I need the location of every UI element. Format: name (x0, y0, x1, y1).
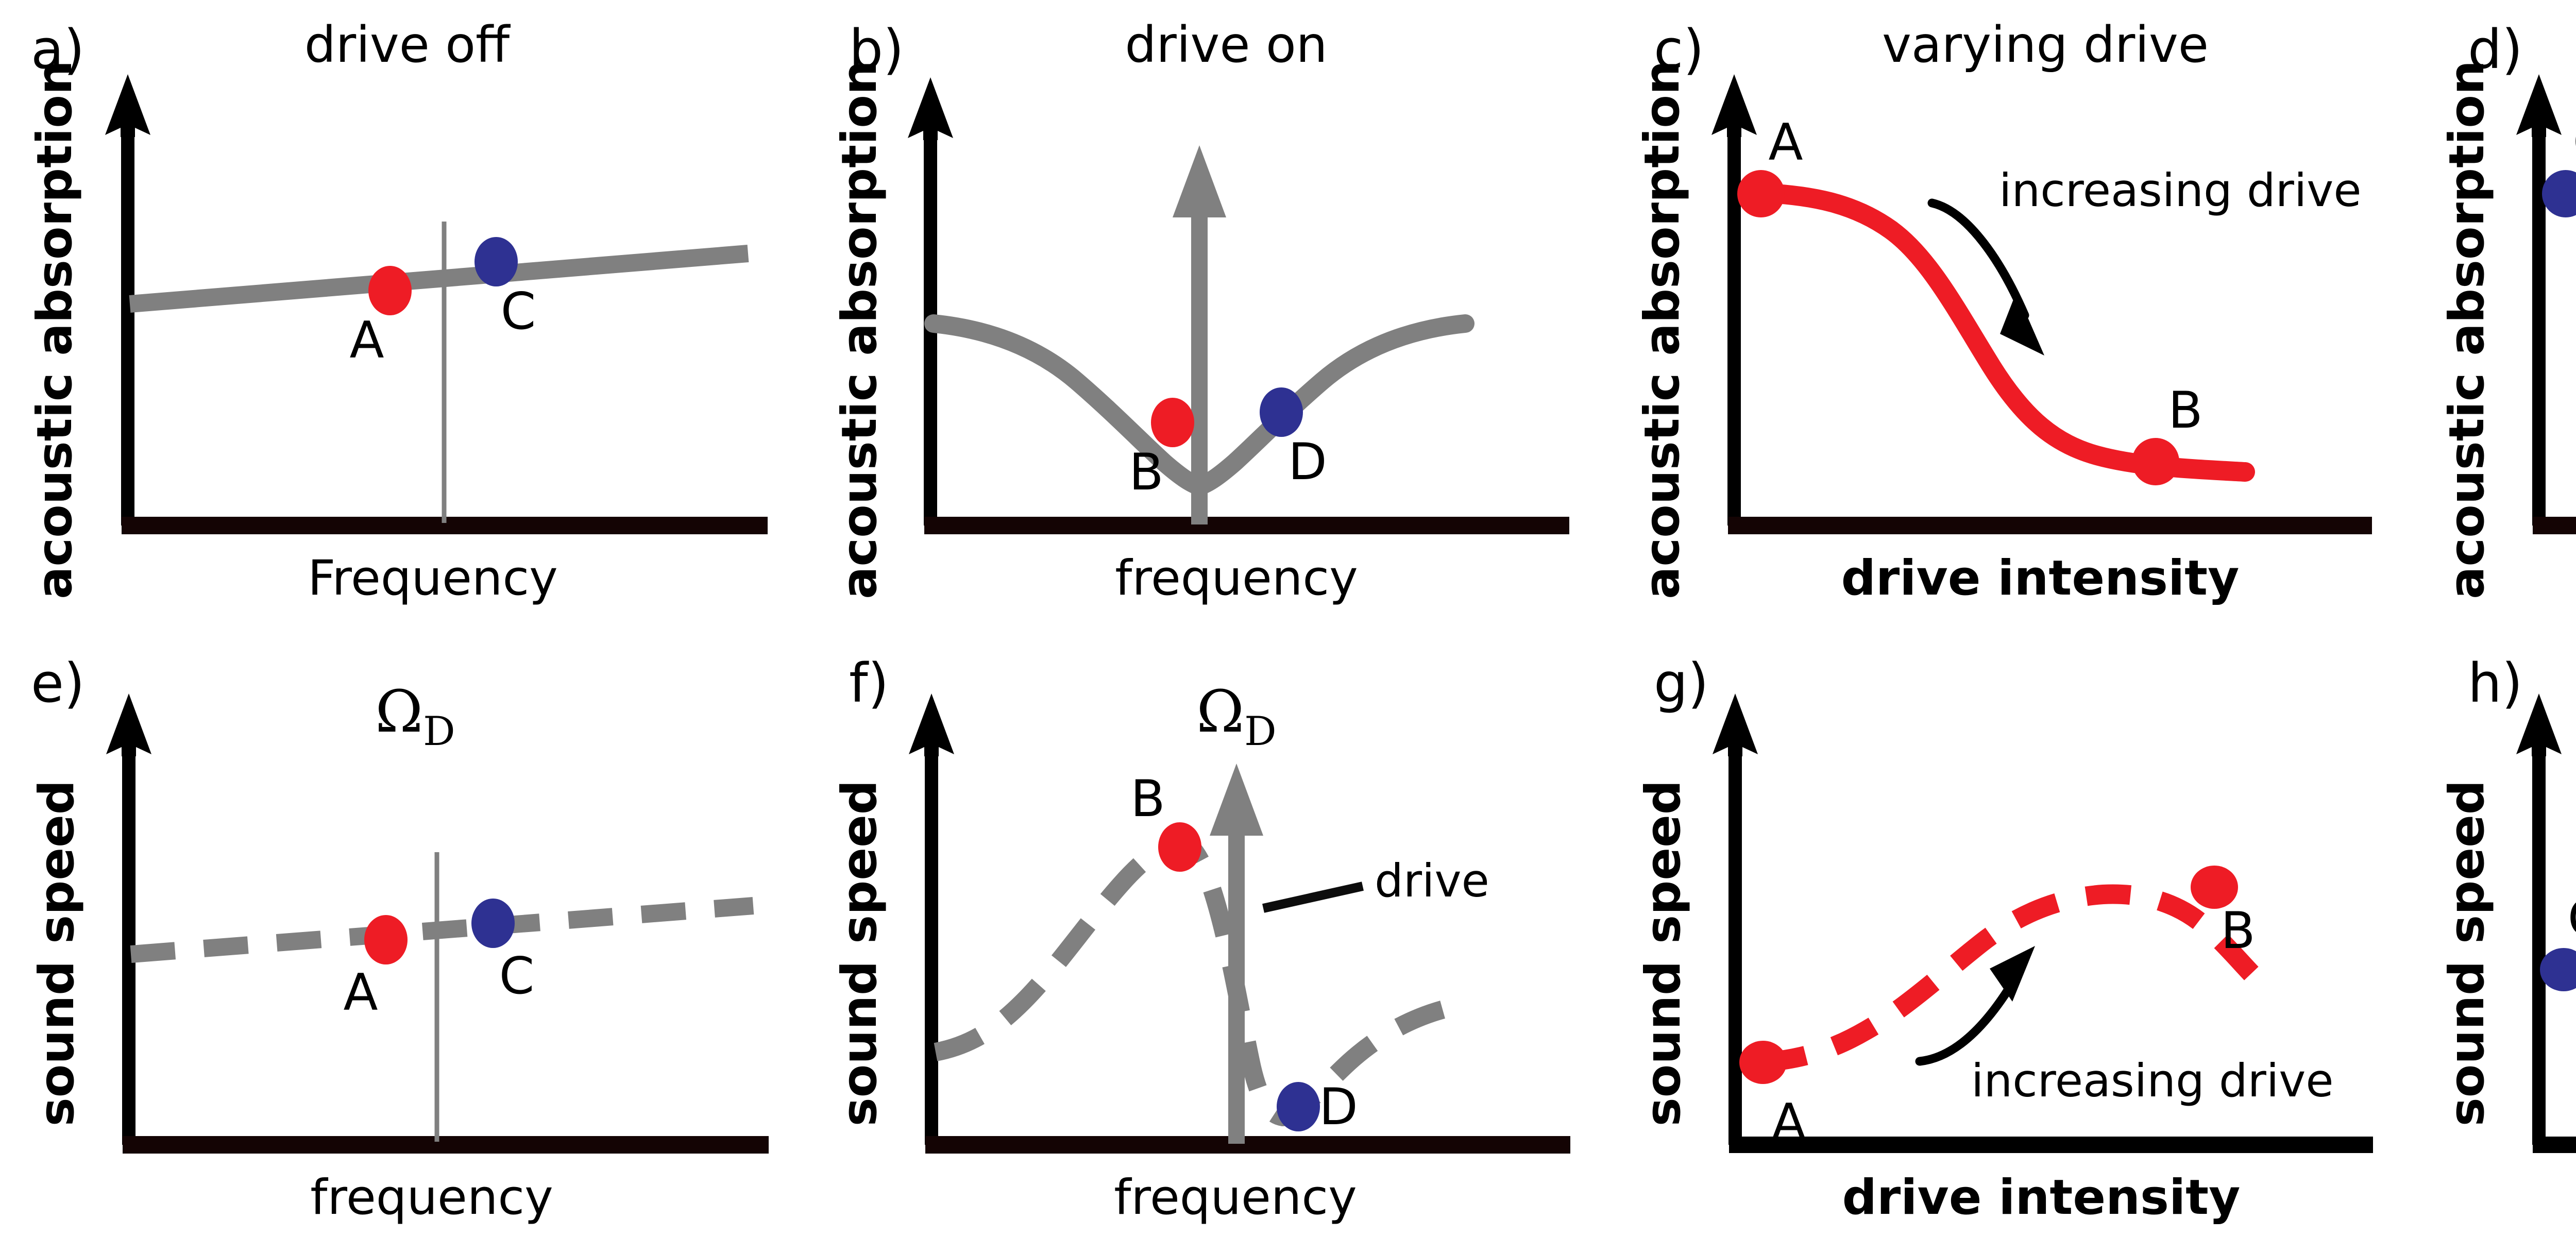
panel-c-x-axis-label: drive intensity (1841, 550, 2240, 606)
panel-e-marker-c-label: C (499, 947, 534, 1006)
panel-a-letter: a) (31, 18, 84, 81)
panel-c-letter: c) (1654, 18, 1704, 81)
panel-f-drive-arrow (1210, 764, 1263, 1144)
panel-f-axes (909, 693, 1570, 1154)
panel-c-marker-b (2132, 438, 2179, 485)
panel-h-y-axis-label: sound speed (2439, 780, 2495, 1126)
panel-e: e) ΩD A C sound speed frequency (29, 652, 769, 1226)
panel-f-marker-b (1158, 822, 1201, 872)
panel-f-soundspeed-curve (934, 831, 1472, 1126)
panel-a-axes (105, 74, 768, 534)
panel-f-marker-d (1277, 1082, 1320, 1131)
panel-a-title: drive off (304, 16, 511, 74)
panel-g-marker-a-label: A (1771, 1093, 1806, 1152)
panel-g: g) increasing drive A B sound speed driv… (1635, 652, 2373, 1226)
panel-d-marker-c (2542, 170, 2576, 217)
panel-d-letter: d) (2468, 18, 2523, 81)
panel-e-omega-label: ΩD (375, 679, 455, 755)
panel-b-marker-d-label: D (1288, 433, 1327, 492)
panel-f-omega-label: ΩD (1196, 679, 1276, 755)
panel-f-drive-leader-line (1262, 882, 1364, 913)
panel-e-marker-a (364, 915, 408, 964)
panel-b-x-axis-label: frequency (1115, 550, 1358, 606)
panel-f-marker-d-label: D (1319, 1078, 1358, 1137)
panel-e-omega-subscript: D (423, 708, 455, 755)
panel-d: d) varying drive increasing drive C D ac… (2439, 18, 2576, 599)
panel-h-marker-c-label: C (2568, 889, 2576, 948)
panel-b-marker-d (1260, 387, 1303, 437)
panel-b-y-axis-label: acoustic absorption (832, 60, 888, 599)
panel-g-axes (1713, 693, 2373, 1153)
panel-f: f) ΩD drive B D sound speed frequency (832, 652, 1570, 1226)
panel-c-marker-a (1737, 170, 1785, 217)
panel-b-marker-b (1151, 398, 1194, 447)
panel-b: b) drive on B D acoustic absorption freq… (832, 16, 1569, 606)
panel-h: h) increasing drive C D sound speed driv… (2439, 652, 2576, 1153)
panel-a-x-axis-label: Frequency (308, 550, 558, 606)
panel-c: c) varying drive increasing drive A B ac… (1634, 16, 2372, 606)
panel-h-marker-c (2540, 948, 2576, 991)
panel-a-marker-a (368, 266, 412, 315)
panel-b-letter: b) (849, 18, 904, 81)
panel-g-marker-b (2191, 866, 2238, 909)
panel-f-letter: f) (849, 652, 889, 715)
panel-e-x-axis-label: frequency (310, 1170, 553, 1226)
panel-c-increasing-drive-arrow (1927, 198, 2044, 355)
panel-g-marker-b-label: B (2221, 902, 2255, 960)
panel-a-y-axis-label: acoustic absorption (27, 60, 83, 599)
panel-a-marker-c-label: C (501, 282, 536, 341)
panel-c-marker-b-label: B (2168, 381, 2202, 440)
panel-f-x-axis-label: frequency (1114, 1170, 1357, 1226)
panel-e-omega-symbol: Ω (375, 679, 423, 746)
panel-d-marker-c-label: C (2573, 113, 2576, 172)
panel-c-axes (1711, 74, 2372, 534)
panel-h-axes (2516, 693, 2576, 1153)
panel-f-drive-label: drive (1375, 854, 1489, 907)
panel-e-letter: e) (31, 652, 85, 715)
panel-b-title: drive on (1125, 16, 1327, 74)
panel-e-marker-a-label: A (343, 963, 378, 1022)
panel-c-marker-a-label: A (1768, 113, 1803, 172)
panel-g-annotation-label: increasing drive (1971, 1054, 2334, 1107)
panel-f-marker-b-label: B (1130, 770, 1165, 828)
panel-h-letter: h) (2468, 652, 2523, 715)
panel-d-y-axis-label: acoustic absorption (2439, 60, 2495, 599)
panel-c-title: varying drive (1882, 16, 2209, 74)
panel-g-letter: g) (1654, 652, 1709, 715)
panel-g-x-axis-label: drive intensity (1842, 1170, 2241, 1226)
panel-e-axes (106, 693, 769, 1154)
panel-b-drive-arrow (1173, 145, 1226, 524)
panel-a-marker-c (474, 237, 518, 286)
panel-c-y-axis-label: acoustic absorption (1634, 60, 1690, 599)
panel-b-marker-b-label: B (1129, 443, 1163, 502)
panel-f-omega-subscript: D (1244, 708, 1277, 755)
panel-a-absorption-curve (129, 245, 749, 313)
panel-e-soundspeed-curve (130, 897, 754, 963)
panel-a: a) drive off A C acoustic absorption Fre… (27, 16, 768, 606)
panel-e-y-axis-label: sound speed (29, 780, 85, 1126)
panel-c-annotation-label: increasing drive (1999, 164, 2362, 217)
panel-f-y-axis-label: sound speed (832, 780, 888, 1126)
panel-a-marker-a-label: A (349, 311, 384, 370)
panel-d-axes (2516, 74, 2576, 534)
panel-g-soundspeed-curve (1761, 884, 2265, 1072)
panel-f-omega-symbol: Ω (1196, 679, 1244, 746)
panel-g-y-axis-label: sound speed (1635, 780, 1691, 1126)
panel-g-marker-a (1739, 1041, 1787, 1084)
panel-g-increasing-drive-arrow (1915, 946, 2035, 1066)
panel-e-marker-c (471, 899, 515, 948)
